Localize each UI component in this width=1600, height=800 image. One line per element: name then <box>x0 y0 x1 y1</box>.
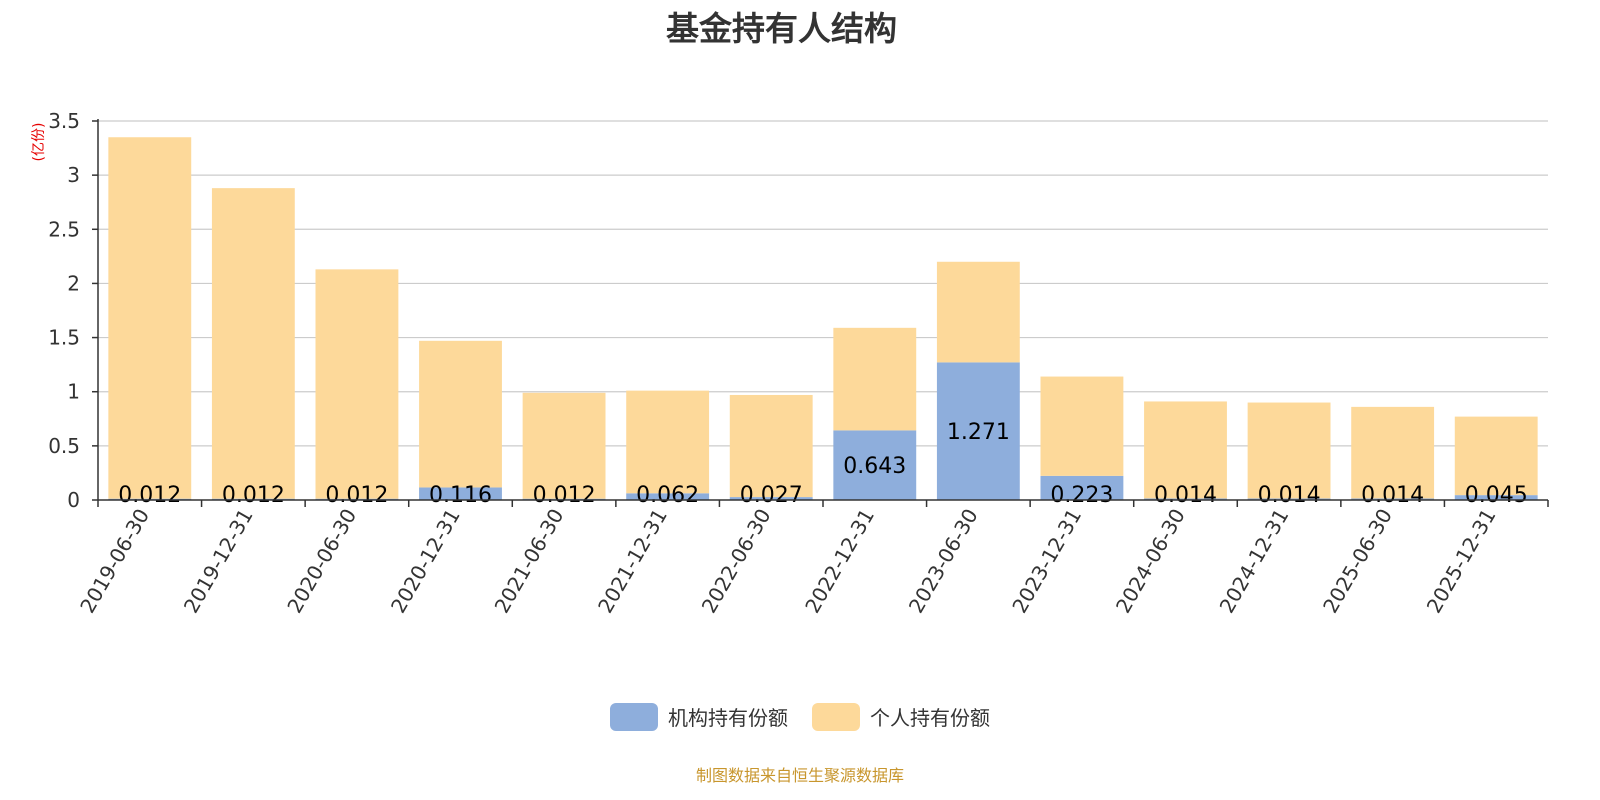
data-label-institutional: 0.643 <box>843 454 906 479</box>
data-label-institutional: 0.012 <box>222 483 285 508</box>
y-tick-label: 0.5 <box>48 434 80 458</box>
y-tick-label: 3 <box>67 163 80 187</box>
legend-label-individual: 个人持有份额 <box>870 706 990 730</box>
bar-individual <box>936 261 1020 363</box>
bar-individual <box>315 269 399 499</box>
bar-individual <box>108 137 192 499</box>
legend-item-institutional[interactable]: 机构持有份额 <box>610 702 788 731</box>
y-tick-label: 2 <box>67 271 80 295</box>
bar-institutional <box>419 487 502 500</box>
legend-item-individual[interactable]: 个人持有份额 <box>812 702 990 731</box>
x-tick-label: 2023-12-31 <box>1007 505 1086 618</box>
data-source-note: 制图数据来自恒生聚源数据库 <box>695 766 904 785</box>
data-label-institutional: 0.014 <box>1361 483 1424 508</box>
x-tick-label: 2024-12-31 <box>1214 505 1293 618</box>
y-tick-label: 1.5 <box>48 326 80 350</box>
x-tick-label: 2020-06-30 <box>282 505 361 618</box>
legend: 机构持有份额 个人持有份额 <box>0 702 1600 731</box>
x-tick-label: 2025-06-30 <box>1318 505 1397 618</box>
bar-institutional <box>1454 495 1538 500</box>
bar-individual <box>729 394 813 498</box>
bar-individual <box>419 340 502 488</box>
data-label-institutional: 0.116 <box>429 483 492 508</box>
bar-individual <box>211 188 295 499</box>
bar-institutional <box>1247 498 1331 500</box>
bar-individual <box>1247 402 1331 499</box>
legend-swatch-individual <box>812 702 860 731</box>
data-label-institutional: 0.012 <box>118 483 181 508</box>
bar-individual <box>626 390 710 494</box>
data-label-institutional: 0.045 <box>1465 483 1528 508</box>
x-tick-label: 2022-12-31 <box>800 505 879 618</box>
legend-swatch-institutional <box>610 702 658 731</box>
bar-individual <box>833 327 917 431</box>
x-tick-label: 2020-12-31 <box>386 505 465 618</box>
bar-institutional <box>626 493 710 500</box>
bar-institutional <box>936 362 1020 500</box>
y-tick-label: 3.5 <box>48 109 80 133</box>
x-tick-label: 2021-12-31 <box>593 505 672 618</box>
bars <box>108 137 1538 500</box>
bar-institutional <box>729 497 813 500</box>
bar-individual <box>1454 416 1538 496</box>
data-label-institutional: 0.014 <box>1258 483 1321 508</box>
chart-title: 基金持有人结构 <box>666 9 897 48</box>
data-label-institutional: 0.027 <box>740 483 803 508</box>
y-tick-label: 1 <box>67 380 80 404</box>
bar-institutional <box>1351 498 1435 500</box>
x-tick-label: 2023-06-30 <box>904 505 983 618</box>
stacked-bar-chart: 0.012 0.012 0.012 0.116 0.012 0.062 0.027 0.643… <box>48 109 1549 618</box>
bar-institutional <box>1040 475 1124 500</box>
data-label-institutional: 0.012 <box>533 483 596 508</box>
bar-individual <box>1351 406 1435 499</box>
data-label-institutional: 0.062 <box>636 483 699 508</box>
x-tick-label: 2024-06-30 <box>1111 505 1190 618</box>
bar-individual <box>1040 376 1124 476</box>
y-tick-label: 0 <box>67 488 80 512</box>
bar-individual <box>1144 401 1227 499</box>
x-tick-label: 2019-06-30 <box>75 505 154 618</box>
x-tick-label: 2025-12-31 <box>1422 505 1501 618</box>
data-label-institutional: 0.223 <box>1050 483 1113 508</box>
data-label-institutional: 1.271 <box>947 420 1010 445</box>
x-tick-label: 2021-06-30 <box>489 505 568 618</box>
x-tick-label: 2019-12-31 <box>179 505 258 618</box>
bar-institutional <box>1144 498 1227 500</box>
bar-individual <box>522 392 606 499</box>
data-label-institutional: 0.014 <box>1154 483 1217 508</box>
y-tick-label: 2.5 <box>48 217 80 241</box>
data-label-institutional: 0.012 <box>325 483 388 508</box>
x-tick-label: 2022-06-30 <box>697 505 776 618</box>
legend-label-institutional: 机构持有份额 <box>668 706 788 730</box>
data-labels: 0.012 0.012 0.012 0.116 0.012 0.062 0.027 0.643… <box>118 420 1527 508</box>
bar-institutional <box>833 430 917 500</box>
